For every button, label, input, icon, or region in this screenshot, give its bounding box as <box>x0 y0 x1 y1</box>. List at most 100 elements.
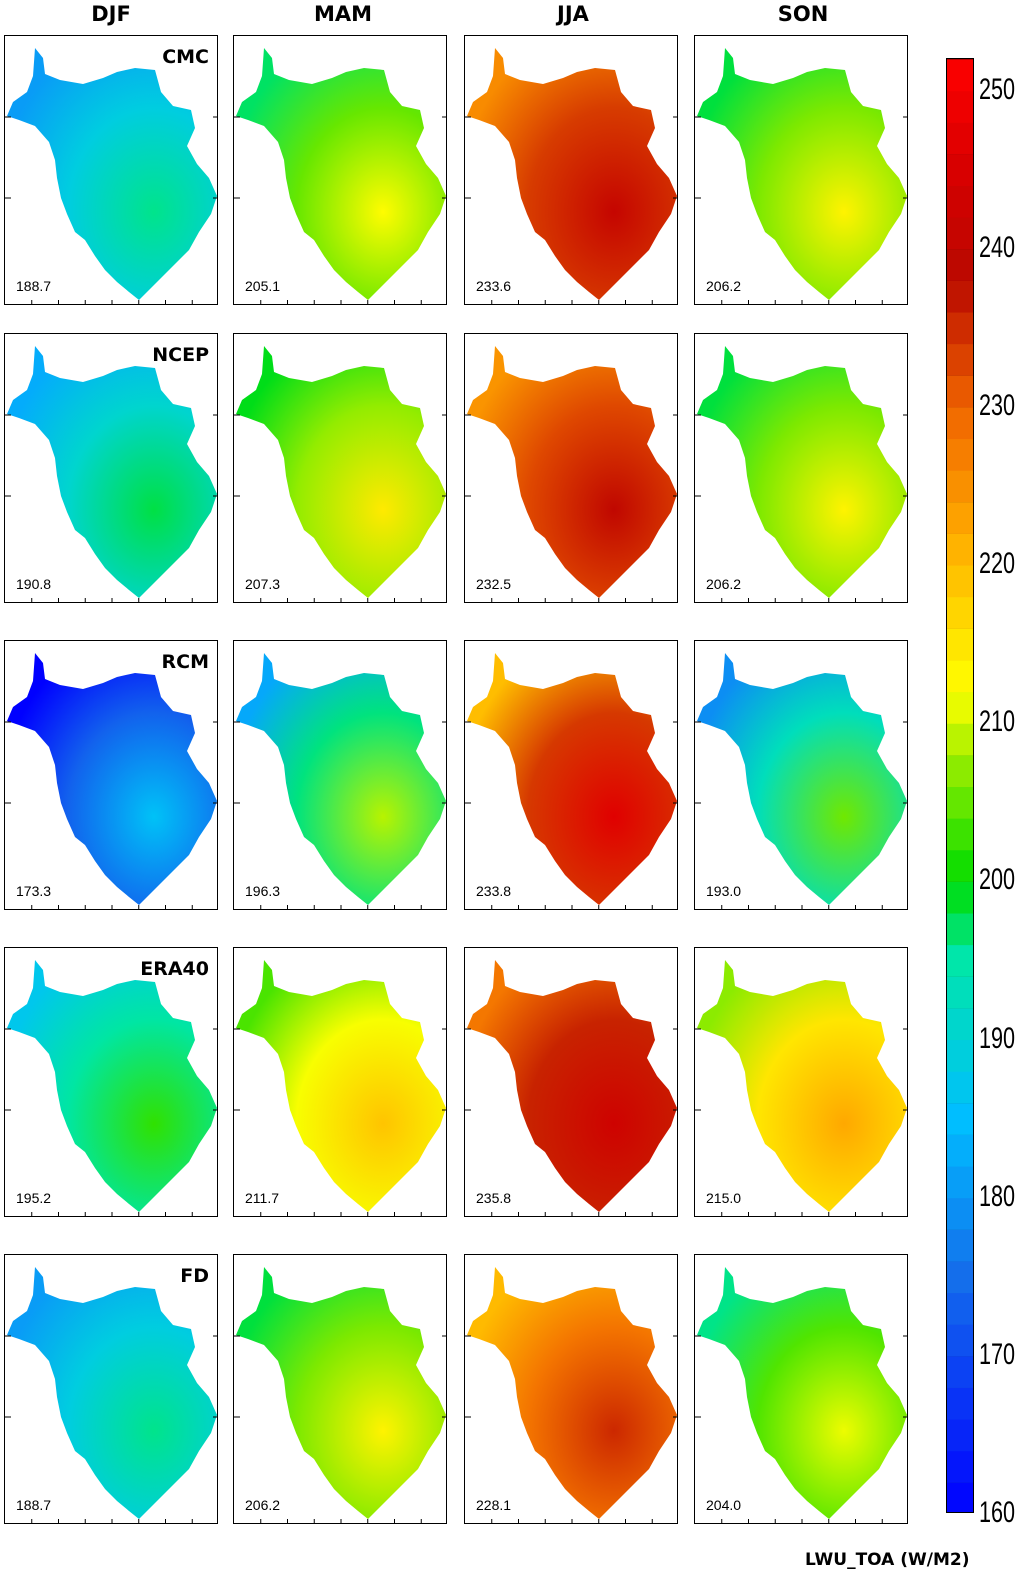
colorbar-band <box>947 1197 973 1230</box>
colorbar-band <box>947 1260 973 1294</box>
map-panel-cmc-mam: 205.1 <box>233 35 447 305</box>
mean-value: 232.5 <box>476 576 512 592</box>
basin-field <box>7 346 217 598</box>
colorbar-band <box>947 976 973 1009</box>
colorbar-band <box>947 1387 973 1420</box>
mean-value: 206.2 <box>706 278 742 294</box>
column-header-jja: JJA <box>557 2 589 26</box>
map-panel-cmc-jja: 233.6 <box>464 35 678 305</box>
basin-field <box>697 960 907 1212</box>
basin-field <box>467 960 677 1212</box>
colorbar-band <box>947 406 973 440</box>
colorbar-band <box>947 501 973 534</box>
map-panel-era40-mam: 211.7 <box>233 947 447 1217</box>
basin-map <box>5 653 217 909</box>
map-panel-rcm-djf: RCM 173.3 <box>4 640 218 910</box>
basin-map <box>695 346 907 602</box>
colorbar-tick-label: 230 <box>979 388 1016 422</box>
colorbar-band <box>947 1324 973 1357</box>
basin-map <box>234 960 446 1216</box>
colorbar-tick-label: 240 <box>979 230 1016 264</box>
colorbar-tick-label: 220 <box>979 547 1016 581</box>
mean-value: 190.8 <box>16 576 52 592</box>
colorbar-band <box>947 628 973 661</box>
colorbar-band <box>947 90 973 123</box>
basin-field <box>236 653 446 905</box>
column-header-mam: MAM <box>313 2 373 26</box>
basin-field <box>7 1267 217 1519</box>
colorbar-band <box>947 1007 973 1041</box>
basin-map <box>234 346 446 602</box>
basin-map <box>234 48 446 304</box>
basin-field <box>697 653 907 905</box>
colorbar-band <box>947 849 973 882</box>
basin-field <box>236 48 446 300</box>
model-label-rcm: RCM <box>161 651 209 673</box>
column-header-djf: DJF <box>91 2 131 26</box>
basin-map <box>695 960 907 1216</box>
basin-map <box>465 1267 677 1523</box>
colorbar-band <box>947 596 973 629</box>
colorbar-band <box>947 1071 973 1104</box>
colorbar-band <box>947 312 973 345</box>
colorbar-tick-label: 160 <box>979 1496 1016 1529</box>
mean-value: 193.0 <box>706 883 742 899</box>
colorbar-band <box>947 59 973 92</box>
mean-value: 233.6 <box>476 278 512 294</box>
basin-map <box>234 653 446 909</box>
mean-value: 235.8 <box>476 1190 512 1206</box>
basin-field <box>7 960 217 1212</box>
colorbar-band <box>947 881 973 914</box>
mean-value: 204.0 <box>706 1497 742 1513</box>
colorbar-units-label: LWU_TOA (W/M2) <box>805 1550 970 1570</box>
colorbar-band <box>947 533 973 566</box>
map-panel-rcm-son: 193.0 <box>694 640 908 910</box>
colorbar-band <box>947 375 973 408</box>
model-label-fd: FD <box>180 1265 209 1287</box>
basin-map <box>695 48 907 304</box>
map-panel-fd-jja: 228.1 <box>464 1254 678 1524</box>
model-label-cmc: CMC <box>162 46 209 68</box>
colorbar-tick-label: 210 <box>979 705 1016 739</box>
colorbar-band <box>947 1292 973 1325</box>
colorbar-tick-label: 180 <box>979 1179 1016 1213</box>
mean-value: 195.2 <box>16 1190 52 1206</box>
colorbar-band <box>947 754 973 787</box>
colorbar-band <box>947 122 973 155</box>
basin-map <box>465 960 677 1216</box>
colorbar-band <box>947 691 973 724</box>
colorbar-band <box>947 1229 973 1262</box>
map-panel-rcm-jja: 233.8 <box>464 640 678 910</box>
colorbar-band <box>947 659 973 693</box>
mean-value: 206.2 <box>245 1497 281 1513</box>
colorbar-tick-label: 170 <box>979 1337 1016 1371</box>
colorbar-band <box>947 217 973 250</box>
colorbar-gradient <box>947 59 973 1512</box>
basin-field <box>467 1267 677 1519</box>
mean-value: 233.8 <box>476 883 512 899</box>
colorbar-band <box>947 786 973 819</box>
map-panel-rcm-mam: 196.3 <box>233 640 447 910</box>
colorbar-band <box>947 565 973 598</box>
model-label-era40: ERA40 <box>140 958 209 980</box>
basin-map <box>5 346 217 602</box>
mean-value: 211.7 <box>245 1190 279 1206</box>
basin-map <box>234 1267 446 1523</box>
basin-field <box>467 653 677 905</box>
map-panel-era40-djf: ERA40 195.2 <box>4 947 218 1217</box>
map-panel-era40-jja: 235.8 <box>464 947 678 1217</box>
map-panel-ncep-djf: NCEP 190.8 <box>4 333 218 603</box>
basin-map <box>465 653 677 909</box>
colorbar <box>946 58 974 1513</box>
basin-field <box>697 346 907 598</box>
mean-value: 206.2 <box>706 576 742 592</box>
mean-value: 188.7 <box>16 278 52 294</box>
map-panel-fd-djf: FD 188.7 <box>4 1254 218 1524</box>
colorbar-tick-label: 250 <box>979 72 1016 106</box>
colorbar-band <box>947 1039 973 1072</box>
basin-map <box>5 960 217 1216</box>
basin-map <box>5 1267 217 1523</box>
colorbar-tick-label: 200 <box>979 863 1016 897</box>
basin-map <box>695 653 907 909</box>
basin-map <box>695 1267 907 1523</box>
